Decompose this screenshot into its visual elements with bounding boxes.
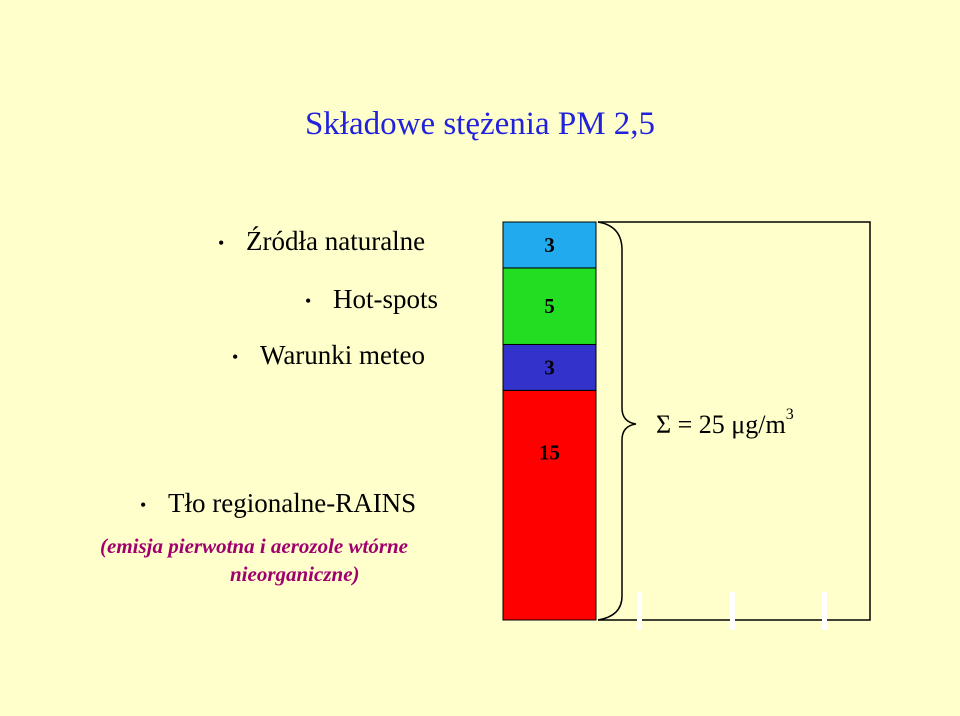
bar-value-label: 3 xyxy=(544,355,555,379)
bullet-label: Tło regionalne-RAINS xyxy=(168,488,417,518)
bar-segment-3 xyxy=(502,221,597,269)
axis-tick xyxy=(822,592,827,630)
bullet-item-weather: • Warunki meteo xyxy=(232,340,425,371)
bullet-label: Hot-spots xyxy=(333,284,439,314)
bullet-item-natural-sources: • Źródła naturalne xyxy=(218,226,425,257)
axis-tick xyxy=(730,592,735,630)
bar-value-label: 3 xyxy=(544,233,555,257)
bullet-item-regional-background: • Tło regionalne-RAINS xyxy=(140,488,416,519)
bullet-label: Warunki meteo xyxy=(260,340,426,370)
sum-label: Σ = 25 μg/m3 xyxy=(656,406,794,440)
bullet-label: Źródła naturalne xyxy=(246,226,426,256)
sum-superscript: 3 xyxy=(785,406,794,424)
bullet-dot-icon: • xyxy=(140,495,147,516)
bullet-dot-icon: • xyxy=(305,291,312,312)
sum-prefix: Σ = 25 μg/m xyxy=(656,410,786,439)
bar-segment-0 xyxy=(502,389,597,621)
sum-brace xyxy=(597,221,637,621)
axis-tick xyxy=(637,592,642,630)
bar-value-label: 5 xyxy=(544,294,555,318)
page-title: Składowe stężenia PM 2,5 xyxy=(304,106,656,142)
bullet-dot-icon: • xyxy=(218,233,225,254)
bullet-item-hot-spots: • Hot-spots xyxy=(305,284,438,315)
bullet-dot-icon: • xyxy=(232,347,239,368)
bar-stack: 15 3 5 3 xyxy=(502,221,597,621)
bar-value-label: 15 xyxy=(539,440,560,464)
note-line-1: (emisja pierwotna i aerozole wtórne xyxy=(100,534,409,558)
note-line-2: nieorganiczne) xyxy=(230,562,360,586)
